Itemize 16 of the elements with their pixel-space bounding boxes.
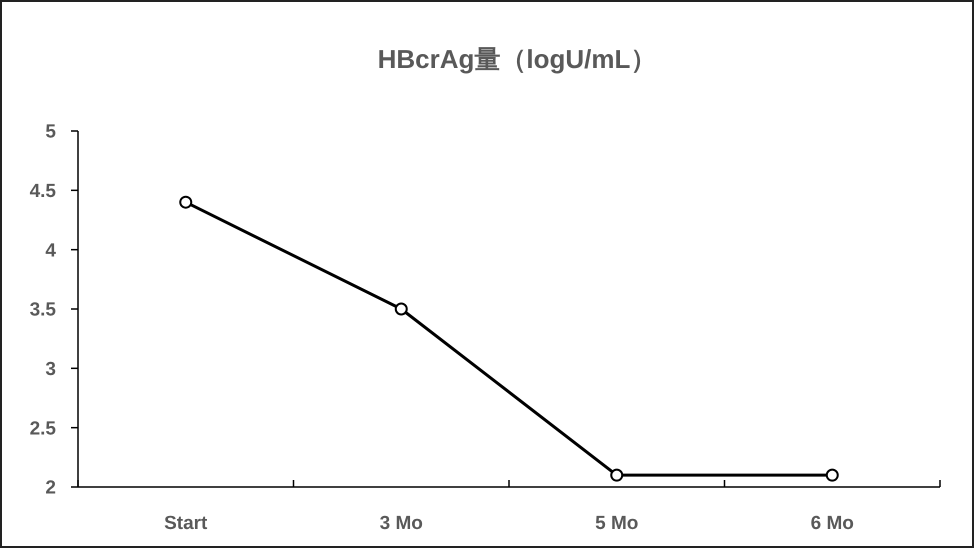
y-tick-label: 4.5	[30, 180, 56, 202]
chart-title: HBcrAg量（logU/mL）	[378, 44, 656, 74]
x-tick-label: 6 Mo	[810, 513, 854, 534]
x-tick-label: 3 Mo	[380, 513, 423, 534]
y-tick-label: 2	[45, 478, 56, 499]
y-tick-label: 3	[45, 358, 56, 380]
point	[179, 196, 192, 209]
x-tick-label: 5 Mo	[595, 513, 638, 534]
y-tick-label: 5	[45, 122, 56, 143]
point	[394, 302, 408, 316]
y-tick-label: 2.5	[30, 418, 56, 440]
point	[610, 468, 624, 482]
y-tick-label: 4	[45, 240, 56, 262]
x-tick-label: Start	[164, 513, 208, 534]
y-tick-label: 3.5	[30, 300, 56, 321]
point	[826, 468, 839, 482]
